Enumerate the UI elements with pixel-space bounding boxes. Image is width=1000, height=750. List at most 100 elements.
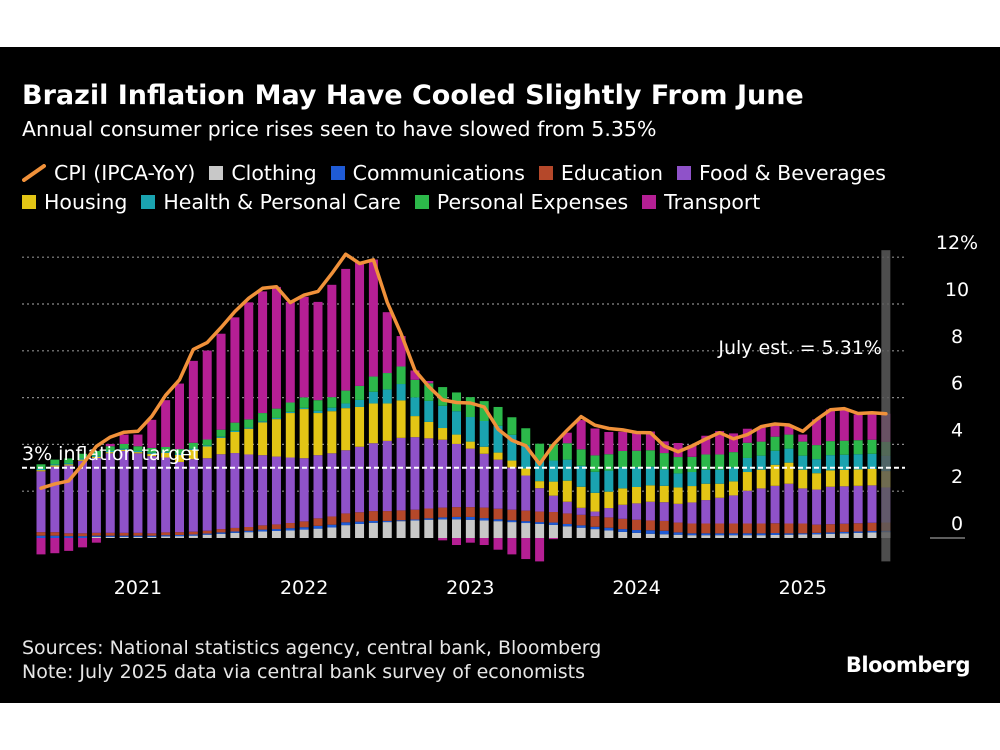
bar-segment-education xyxy=(355,512,365,522)
bar-segment-health-personal-care xyxy=(812,459,822,474)
bar-segment-housing xyxy=(798,469,808,489)
bar-segment-clothing xyxy=(410,520,420,538)
bar-segment-personal-expenses xyxy=(562,443,572,460)
bar-segment-personal-expenses xyxy=(161,446,171,452)
bar-segment-transport xyxy=(715,431,725,455)
bar-segment-communications xyxy=(64,536,74,538)
bar-segment-health-personal-care xyxy=(452,411,461,435)
legend-line-icon xyxy=(22,164,46,182)
bar-segment-education xyxy=(812,524,822,533)
bar-segment-housing xyxy=(271,419,281,457)
bar-segment-transport xyxy=(410,370,420,380)
bar-segment-health-personal-care xyxy=(659,469,669,486)
bar-segment-personal-expenses xyxy=(438,387,448,406)
bar-segment-transport xyxy=(729,433,738,453)
bar-segment-food-beverages xyxy=(382,440,392,512)
bar-segment-food-beverages xyxy=(853,485,863,524)
bar-segment-transport xyxy=(839,409,849,441)
bar-segment-personal-expenses xyxy=(78,453,88,459)
bar-segment-transport xyxy=(244,302,254,420)
bar-segment-personal-expenses xyxy=(618,450,628,468)
bar-segment-housing xyxy=(119,449,129,451)
bar-segment-communications xyxy=(452,516,461,520)
bar-segment-personal-expenses xyxy=(91,450,101,456)
bar-segment-communications xyxy=(230,531,240,533)
bar-segment-personal-expenses xyxy=(825,441,835,456)
bar-segment-health-personal-care xyxy=(507,434,517,461)
bar-segment-transport xyxy=(452,538,461,546)
bar-segment-transport xyxy=(368,259,378,377)
bar-segment-clothing xyxy=(521,523,531,538)
bar-segment-clothing xyxy=(396,521,406,538)
bar-segment-food-beverages xyxy=(396,437,406,511)
bar-segment-communications xyxy=(839,531,849,534)
chart-title: Brazil Inflation May Have Cooled Slightl… xyxy=(22,80,804,111)
bar-segment-communications xyxy=(521,521,531,524)
bar-segment-clothing xyxy=(618,531,628,538)
bar-segment-health-personal-care xyxy=(230,430,240,432)
bar-segment-clothing xyxy=(867,532,877,538)
bar-segment-health-personal-care xyxy=(521,445,531,469)
bar-segment-health-personal-care xyxy=(78,458,88,460)
bar-segment-food-beverages xyxy=(410,437,420,510)
bar-segment-housing xyxy=(673,487,683,504)
bar-segment-housing xyxy=(50,465,60,467)
bar-segment-health-personal-care xyxy=(175,453,184,455)
bar-segment-personal-expenses xyxy=(410,379,420,398)
bar-segment-transport xyxy=(258,291,268,414)
bar-segment-health-personal-care xyxy=(479,421,489,447)
bar-segment-communications xyxy=(258,529,268,532)
bar-segment-education xyxy=(396,510,406,521)
bar-segment-clothing xyxy=(424,519,434,538)
bar-segment-communications xyxy=(729,533,738,536)
bar-segment-clothing xyxy=(368,522,378,538)
bar-segment-health-personal-care xyxy=(285,411,295,414)
bar-segment-clothing xyxy=(576,527,586,538)
bar-segment-personal-expenses xyxy=(479,401,489,421)
bar-segment-food-beverages xyxy=(424,438,434,509)
bar-segment-transport xyxy=(299,296,309,398)
bar-segment-communications xyxy=(770,533,780,535)
bar-segment-transport xyxy=(825,409,835,442)
bar-segment-housing xyxy=(632,486,642,504)
bar-segment-personal-expenses xyxy=(355,385,365,400)
bar-segment-food-beverages xyxy=(687,502,697,524)
bar-segment-housing xyxy=(465,441,475,449)
bar-segment-personal-expenses xyxy=(147,447,157,453)
bar-segment-communications xyxy=(271,529,281,531)
bar-segment-education xyxy=(271,524,281,530)
bar-segment-clothing xyxy=(258,531,268,538)
bar-segment-food-beverages xyxy=(91,457,101,533)
bar-segment-communications xyxy=(825,532,835,534)
bar-segment-communications xyxy=(327,524,337,528)
bar-segment-education xyxy=(133,532,143,536)
bar-segment-education xyxy=(285,523,295,529)
bar-segment-food-beverages xyxy=(465,448,475,508)
bar-segment-health-personal-care xyxy=(770,450,780,465)
bar-segment-food-beverages xyxy=(493,459,503,509)
bar-segment-personal-expenses xyxy=(64,458,74,464)
bar-segment-health-personal-care xyxy=(105,450,115,453)
bar-segment-personal-expenses xyxy=(867,439,877,454)
bar-segment-education xyxy=(618,518,628,530)
bar-segment-education xyxy=(673,522,683,533)
bar-segment-personal-expenses xyxy=(465,397,475,418)
bar-segment-personal-expenses xyxy=(299,397,309,408)
legend-item-clothing: Clothing xyxy=(209,161,317,185)
bar-segment-housing xyxy=(147,453,157,457)
bar-segment-transport xyxy=(701,435,711,455)
bar-segment-clothing xyxy=(188,535,198,538)
bar-segment-education xyxy=(410,509,420,520)
bar-segment-food-beverages xyxy=(521,475,531,511)
bar-segment-health-personal-care xyxy=(327,407,337,412)
bar-segment-communications xyxy=(119,535,129,537)
bar-segment-clothing xyxy=(327,527,337,538)
bar-segment-health-personal-care xyxy=(645,466,655,486)
bar-segment-personal-expenses xyxy=(576,449,586,466)
bar-segment-communications xyxy=(507,520,517,523)
bar-segment-housing xyxy=(535,481,545,489)
bar-segment-education xyxy=(659,520,669,531)
bar-segment-communications xyxy=(244,530,254,533)
bar-segment-personal-expenses xyxy=(687,456,697,473)
bar-segment-personal-expenses xyxy=(756,441,766,456)
